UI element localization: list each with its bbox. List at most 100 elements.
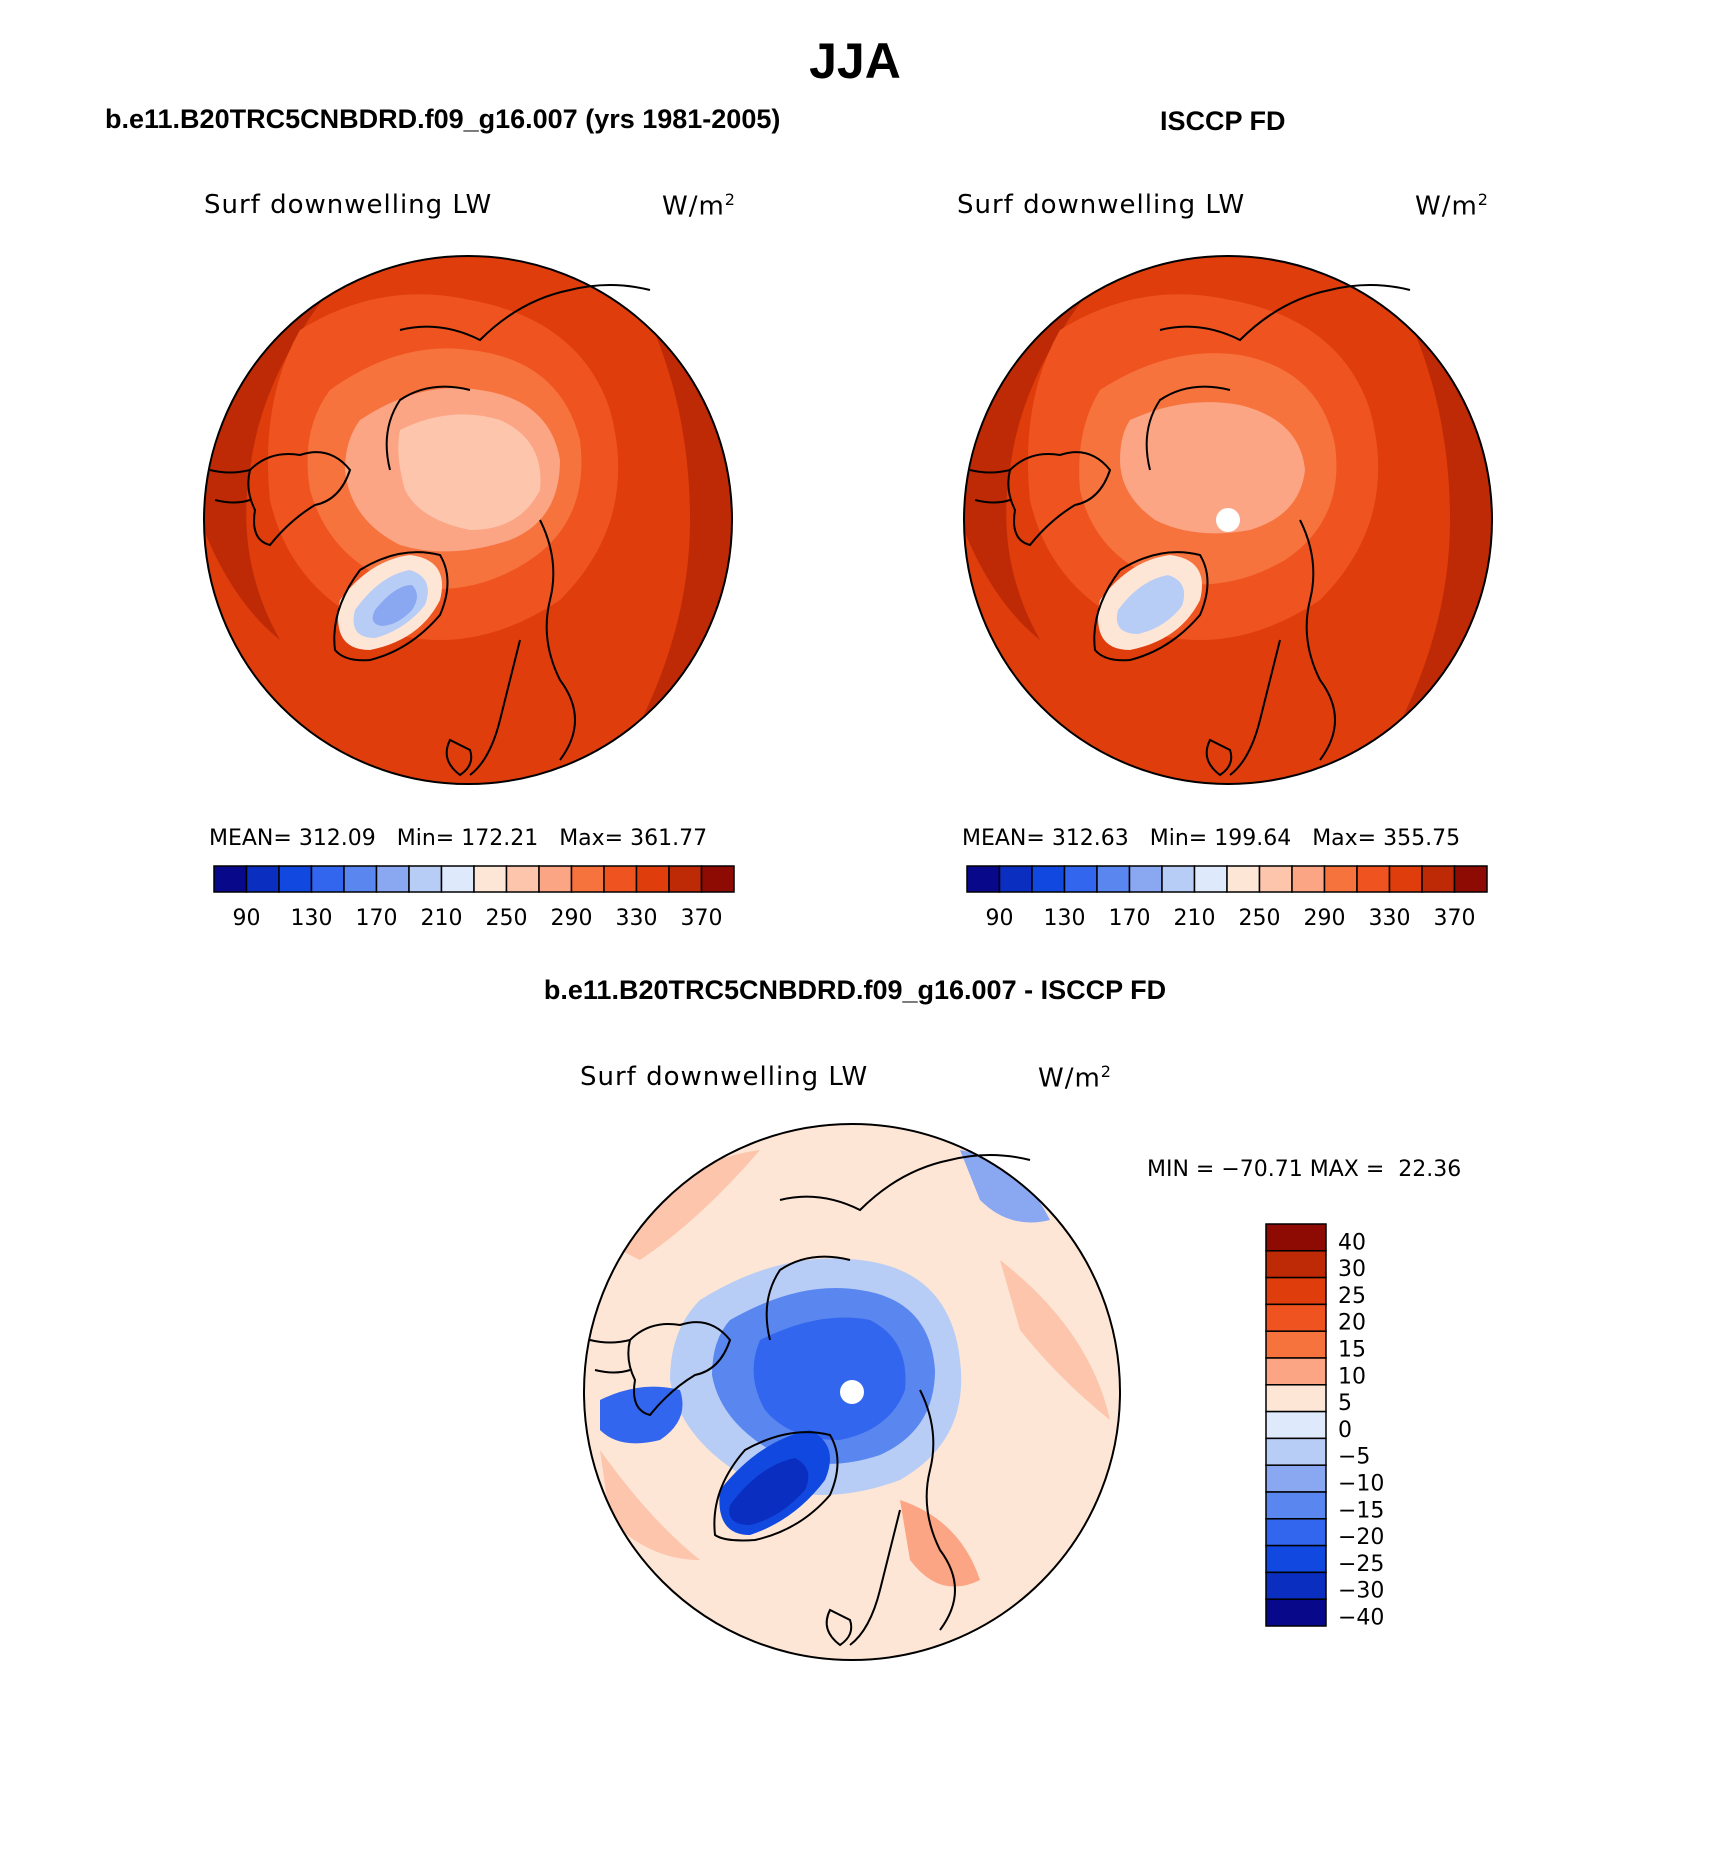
panel3-field-pos-sw [600, 1450, 700, 1560]
panel1-colorbar-tick-label: 170 [356, 906, 398, 931]
panel3-field-greenland2 [729, 1458, 809, 1525]
panel1-colorbar-swatch [375, 865, 410, 893]
panel2-colorbar-swatch [966, 865, 1001, 893]
figure-title: JJA [809, 33, 901, 89]
panel3-field-pos-e [1000, 1260, 1110, 1420]
panel3-heading: b.e11.B20TRC5CNBDRD.f09_g16.007 - ISCCP … [543, 975, 1167, 1005]
panel3-colorbar-tick-label: 0 [1338, 1418, 1352, 1443]
panel1-colorbar-swatch [408, 865, 443, 893]
panel1-colorbar-swatch [635, 865, 670, 893]
panel2-heading: ISCCP FD [1160, 106, 1286, 136]
panel1-unit-exp: 2 [724, 190, 736, 209]
panel3-field-neg3 [753, 1317, 906, 1440]
panel2-colorbar-swatch [1453, 865, 1488, 893]
panel1-unit-label: W/m2 [662, 190, 736, 222]
panel1-colorbar-tick-label: 330 [616, 906, 658, 931]
panel3-colorbar-tick-label: 5 [1338, 1391, 1352, 1416]
panel2-colorbar-swatch [1161, 865, 1196, 893]
panel1-unit-base: W/m [662, 191, 725, 222]
panel1-colorbar-swatch [245, 865, 280, 893]
panel1-field-outer-west [204, 290, 330, 640]
panel3-colorbar-swatch [1265, 1598, 1327, 1627]
panel2-colorbar-swatch [1128, 865, 1163, 893]
panel3-colorbar-tick-label: −25 [1338, 1552, 1384, 1577]
panel2-colorbar-tick-label: 130 [1044, 906, 1086, 931]
panel1-coast-scandinavia [469, 519, 576, 776]
panel2-coast-greenland [1093, 551, 1209, 662]
panel3-colorbar-tick-label: −40 [1338, 1606, 1384, 1631]
panel3-colorbar-swatch [1265, 1384, 1327, 1413]
panel3-colorbar-tick-label: 20 [1338, 1311, 1366, 1336]
panel3-colorbar-tick-label: −5 [1338, 1445, 1370, 1470]
panel2-field-greenland1 [1116, 575, 1185, 634]
panel2-variable-label: Surf downwelling LW [957, 190, 1246, 220]
panel1-colorbar-swatch [213, 865, 248, 893]
panel2-colorbar-swatch [1226, 865, 1261, 893]
panel2-colorbar-tick-label: 210 [1174, 906, 1216, 931]
panel3-unit-label: W/m2 [1038, 1062, 1112, 1094]
panel2-pole-mask [1216, 508, 1240, 532]
panel2-colorbar-swatch [1063, 865, 1098, 893]
panel1-colorbar-swatch [343, 865, 378, 893]
panel2-colorbar-swatch [1421, 865, 1456, 893]
panel3-colorbar-swatch [1265, 1544, 1327, 1574]
panel3-colorbar-tick-label: −30 [1338, 1579, 1384, 1604]
panel2-colorbar-tick-label: 90 [986, 906, 1014, 931]
panel1-stats: MEAN= 312.09 Min= 172.21 Max= 361.77 [209, 826, 708, 851]
panel2-unit-base: W/m [1415, 191, 1478, 222]
panel2-coast-scandinavia [1229, 519, 1336, 776]
panel3-colorbar-tick-label: 10 [1338, 1364, 1366, 1389]
panel3-colorbar-swatch [1265, 1357, 1327, 1386]
panel2-coast-alaska [969, 469, 1011, 504]
panel2-colorbar-swatch [998, 865, 1033, 893]
panel1-coast-britain [445, 738, 473, 777]
panel3-colorbar-tick-label: 25 [1338, 1284, 1366, 1309]
panel1-map [203, 255, 733, 785]
panel3-field-pos-scand [900, 1500, 980, 1587]
panel1-map-boundary [203, 255, 733, 785]
panel3-colorbar-tick-label: −10 [1338, 1472, 1384, 1497]
panel2-stats: MEAN= 312.63 Min= 199.64 Max= 355.75 [962, 826, 1461, 851]
panel2-colorbar-swatch [1258, 865, 1293, 893]
panel1-colorbar-swatch [278, 865, 313, 893]
panel3-colorbar-tick-label: −15 [1338, 1498, 1384, 1523]
panel2-colorbar-swatch [1031, 865, 1066, 893]
panel3-coast-siberia [765, 1154, 1031, 1341]
panel2-colorbar-tick-label: 250 [1239, 906, 1281, 931]
panel3-coast-scandinavia [849, 1389, 956, 1646]
panel1-coast-canada-islands [247, 451, 352, 547]
panel3-map-boundary [583, 1123, 1121, 1661]
panel1-colorbar-tick-label: 370 [681, 906, 723, 931]
panel2-colorbar-swatch [1096, 865, 1131, 893]
panel3-colorbar-swatch [1265, 1571, 1327, 1600]
panel3-map [583, 1123, 1121, 1661]
panel3-coast-canada-islands [627, 1321, 732, 1417]
panel1-coast-alaska [209, 469, 251, 504]
panel3-coast-britain [825, 1608, 853, 1647]
panel3-variable-label: Surf downwelling LW [580, 1062, 869, 1092]
panel2-coast-britain [1205, 738, 1233, 777]
panel2-colorbar-swatch [1193, 865, 1228, 893]
panel2-field-outer-west [964, 290, 1090, 640]
panel2-colorbar-swatch [1356, 865, 1391, 893]
panel2-coastlines [969, 284, 1411, 777]
panel2-colorbar-swatch [1388, 865, 1423, 893]
panel2-colorbar-tick-label: 370 [1434, 906, 1476, 931]
panel2-unit-exp: 2 [1477, 190, 1489, 209]
panel3-colorbar-swatch [1265, 1276, 1327, 1306]
panel2-map [963, 255, 1493, 785]
panel1-coast-siberia [385, 284, 651, 471]
panel3-colorbar-swatch [1265, 1491, 1327, 1520]
panel1-colorbar-swatch [440, 865, 475, 893]
panel3-colorbar-swatch [1265, 1223, 1327, 1252]
panel2-coast-siberia [1145, 284, 1411, 471]
panel1-coast-greenland [333, 551, 449, 662]
panel1-colorbar-tick-label: 210 [421, 906, 463, 931]
panel2-colorbar: 90 130 170 210 250 290 330 370 [966, 865, 1488, 931]
panel1-colorbar-swatch [668, 865, 703, 893]
panel3-colorbar-swatch [1265, 1518, 1327, 1547]
panel2-coast-canada-islands [1007, 451, 1112, 547]
panel2-colorbar-tick-label: 290 [1304, 906, 1346, 931]
